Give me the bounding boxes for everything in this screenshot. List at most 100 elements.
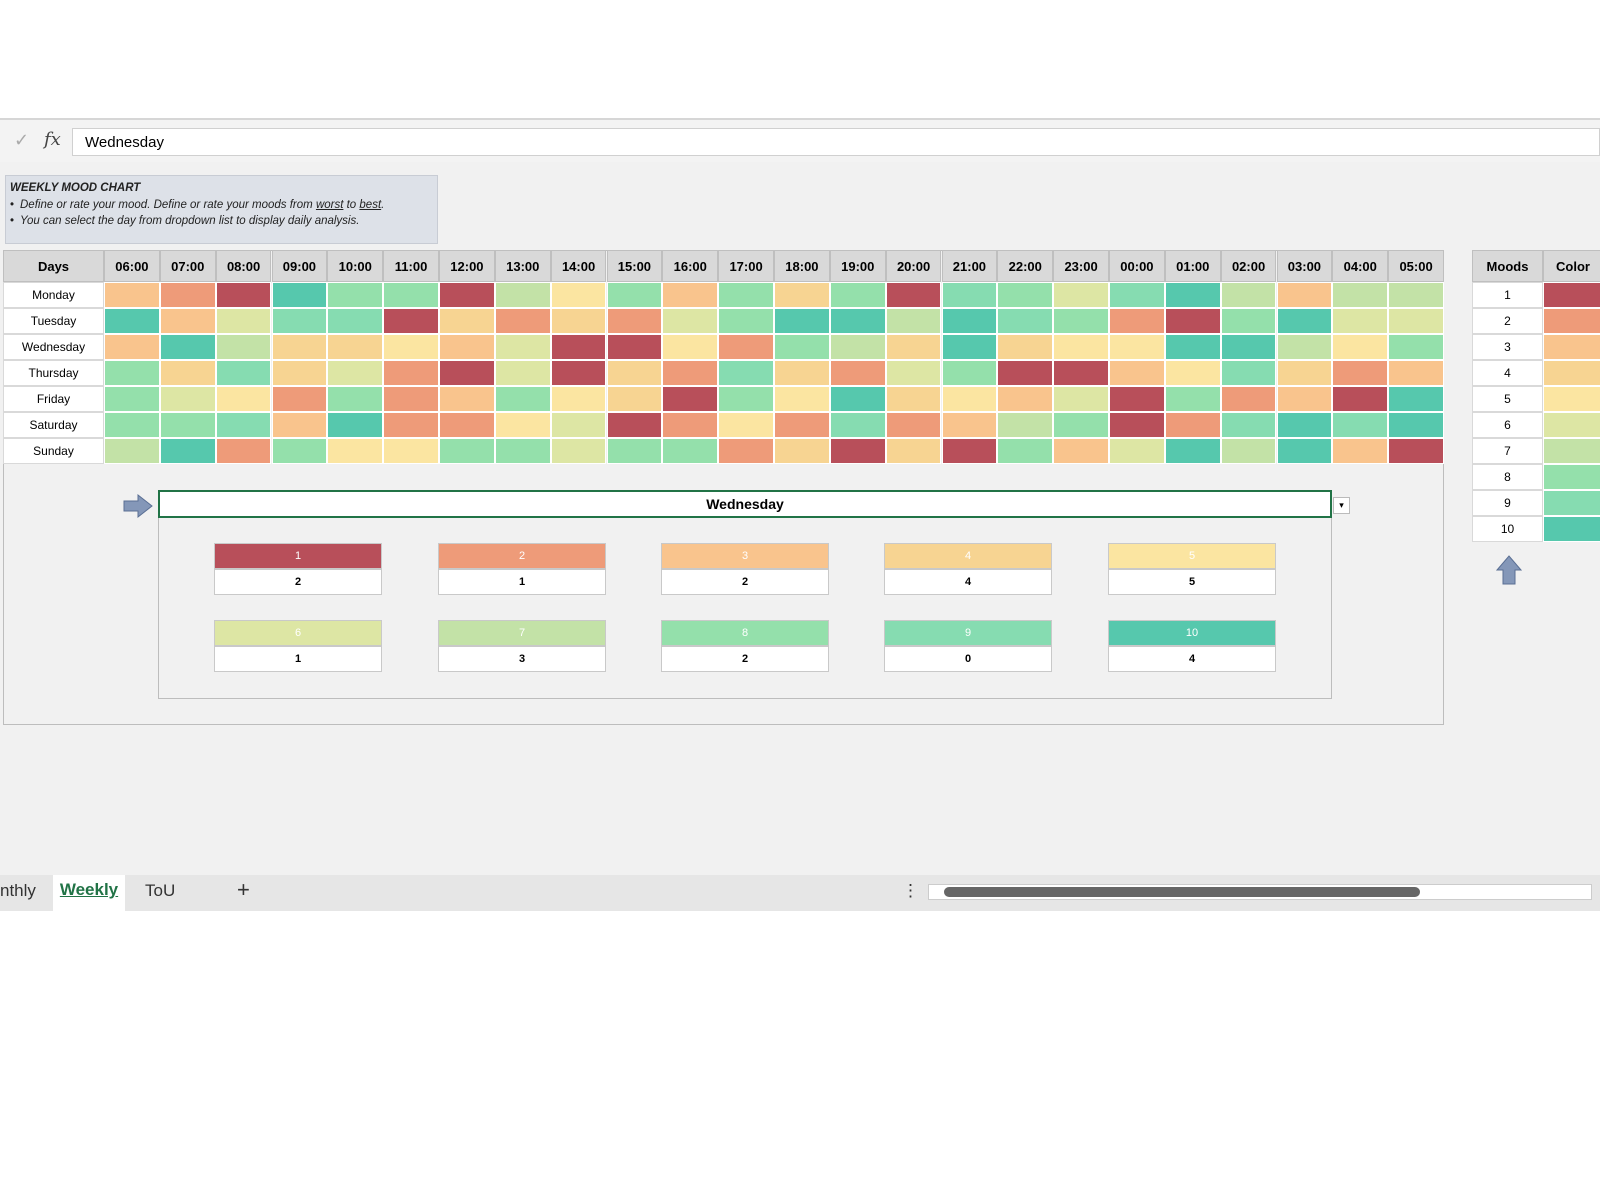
mood-cell: [494, 386, 551, 412]
mood-cell: [606, 308, 663, 334]
formula-bar[interactable]: Wednesday: [72, 128, 1600, 156]
mood-cell: [104, 386, 160, 412]
day-label: Monday: [3, 282, 104, 308]
summary-mood: 7: [438, 620, 606, 646]
mood-cell: [104, 334, 160, 360]
header-cell: 22:00: [997, 250, 1054, 282]
sheet-tab-active[interactable]: Weekly: [53, 875, 125, 911]
mood-cell: [1332, 360, 1389, 386]
mood-cell: [1164, 282, 1221, 308]
summary-count: 5: [1108, 569, 1276, 595]
summary-mood: 4: [884, 543, 1052, 569]
legend-color: [1543, 334, 1600, 360]
mood-cell: [215, 360, 272, 386]
text: to: [343, 199, 360, 211]
mood-cell: [383, 386, 439, 412]
mood-cell: [941, 360, 998, 386]
mood-cell: [606, 412, 663, 438]
mood-cell: [1388, 386, 1444, 412]
legend-mood: 9: [1472, 490, 1543, 516]
header-cell: 10:00: [327, 250, 384, 282]
mood-cell: [1220, 360, 1277, 386]
header-cell: 04:00: [1332, 250, 1389, 282]
mood-cell: [215, 282, 272, 308]
summary-mood: 2: [438, 543, 606, 569]
mood-cell: [606, 360, 663, 386]
mood-cell: [104, 308, 160, 334]
dropdown-button[interactable]: ▾: [1333, 497, 1350, 514]
mood-cell: [550, 386, 607, 412]
legend-mood: 2: [1472, 308, 1543, 334]
mood-cell: [439, 282, 495, 308]
more-button[interactable]: ⋮: [902, 881, 919, 900]
mood-cell: [327, 386, 384, 412]
mood-cell: [550, 360, 607, 386]
legend-mood: 7: [1472, 438, 1543, 464]
check-icon[interactable]: ✓: [14, 130, 30, 151]
mood-cell: [104, 360, 160, 386]
text: worst: [315, 199, 344, 211]
mood-cell: [941, 386, 998, 412]
mood-cell: [439, 438, 495, 464]
mood-cell: [997, 308, 1054, 334]
mood-cell: [494, 334, 551, 360]
fx-icon[interactable]: fx: [44, 129, 61, 150]
mood-cell: [829, 412, 886, 438]
mood-cell: [383, 438, 439, 464]
mood-cell: [215, 386, 272, 412]
mood-cell: [1388, 308, 1444, 334]
mood-cell: [1388, 412, 1444, 438]
mood-cell: [1332, 412, 1389, 438]
mood-cell: [1276, 360, 1333, 386]
sheet-tab[interactable]: nthly: [0, 881, 36, 900]
mood-cell: [885, 386, 942, 412]
scroll-thumb[interactable]: [944, 887, 1420, 897]
mood-cell: [1220, 412, 1277, 438]
sheet-tab[interactable]: ToU: [145, 881, 176, 900]
mood-cell: [1276, 412, 1333, 438]
day-label: Friday: [3, 386, 104, 412]
mood-cell: [383, 282, 439, 308]
mood-cell: [774, 308, 830, 334]
mood-cell: [494, 308, 551, 334]
mood-cell: [774, 386, 830, 412]
mood-cell: [1109, 282, 1165, 308]
summary-mood: 3: [661, 543, 829, 569]
mood-cell: [159, 308, 216, 334]
mood-cell: [1164, 334, 1221, 360]
mood-cell: [718, 438, 774, 464]
legend-mood: 1: [1472, 282, 1543, 308]
mood-cell: [885, 282, 942, 308]
header-cell: Days: [3, 250, 104, 282]
mood-cell: [271, 334, 328, 360]
legend-mood: 6: [1472, 412, 1543, 438]
mood-cell: [1332, 334, 1389, 360]
mood-cell: [1220, 282, 1277, 308]
mood-cell: [327, 334, 384, 360]
mood-cell: [1276, 308, 1333, 334]
mood-cell: [215, 334, 272, 360]
mood-cell: [829, 308, 886, 334]
mood-cell: [885, 334, 942, 360]
legend-color: [1543, 438, 1600, 464]
mood-cell: [271, 308, 328, 334]
mood-cell: [1164, 412, 1221, 438]
legend-mood: 5: [1472, 386, 1543, 412]
mood-cell: [774, 412, 830, 438]
add-sheet[interactable]: +: [237, 877, 250, 902]
arrow-right: [123, 493, 153, 519]
header-cell: 13:00: [494, 250, 551, 282]
mood-cell: [1053, 386, 1109, 412]
mood-cell: [997, 438, 1054, 464]
header-cell: 12:00: [439, 250, 495, 282]
mood-cell: [494, 412, 551, 438]
mood-cell: [662, 360, 719, 386]
summary-count: 2: [661, 646, 829, 672]
mood-cell: [1276, 386, 1333, 412]
day-selector[interactable]: Wednesday: [158, 490, 1332, 518]
summary-mood: 8: [661, 620, 829, 646]
legend-mood: 10: [1472, 516, 1543, 542]
mood-cell: [885, 412, 942, 438]
mood-cell: [159, 360, 216, 386]
mood-cell: [718, 360, 774, 386]
